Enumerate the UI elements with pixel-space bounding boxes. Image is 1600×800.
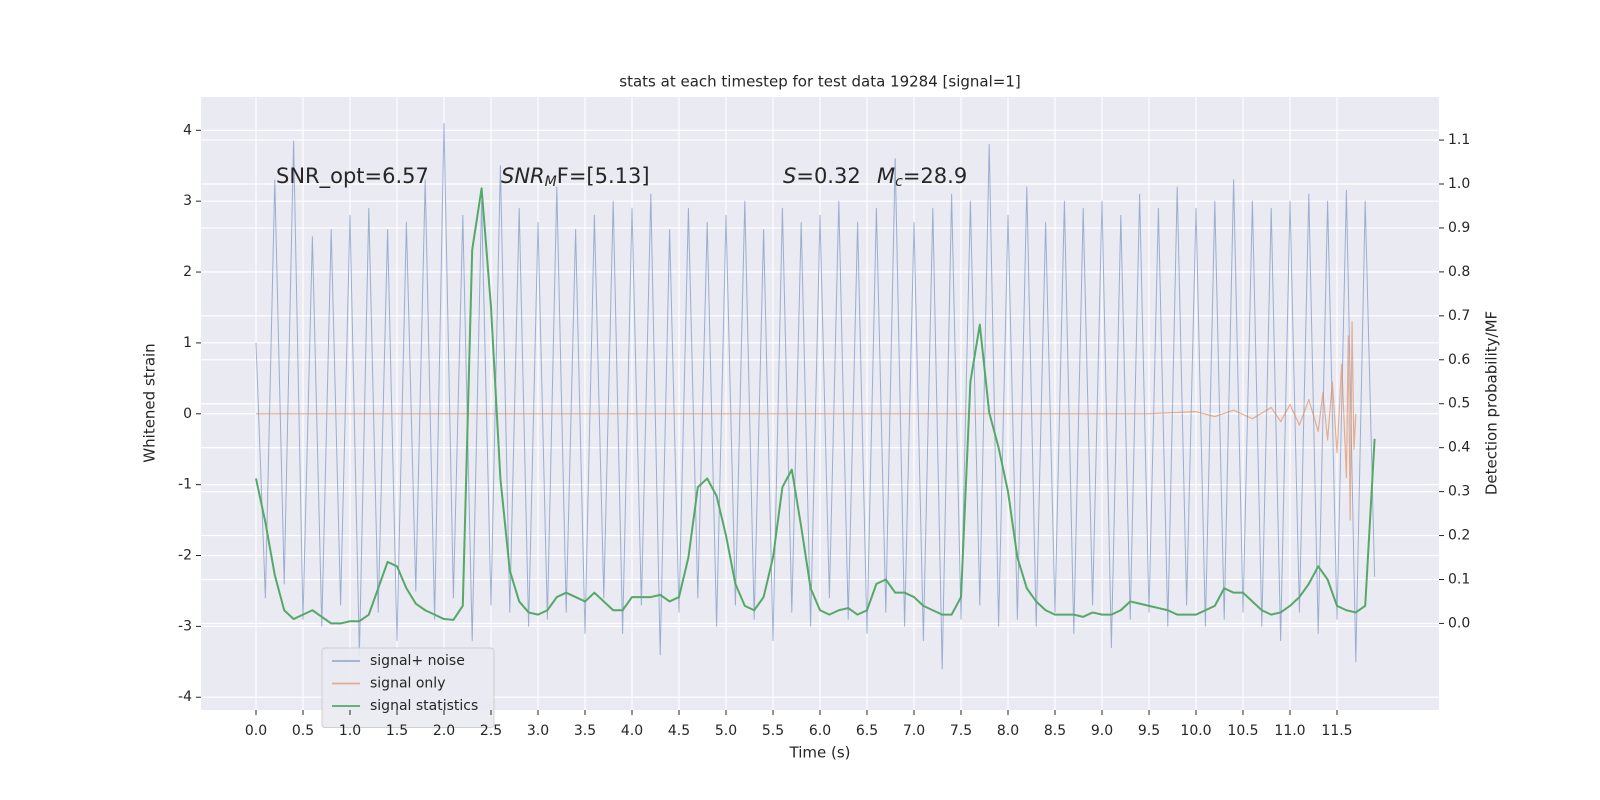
annotation-text: F=[5.13] [557,164,650,188]
annotation: Mc=28.9 [877,164,967,190]
x-tick-label: 10.5 [1227,723,1258,739]
x-tick-label: 2.0 [433,723,455,739]
y2-tick-label: 0.1 [1448,571,1470,587]
legend-label: signal+ noise [370,653,465,669]
x-tick-label: 9.0 [1091,723,1113,739]
x-tick-label: 11.5 [1321,723,1352,739]
y2-axis-label: Detection probability/MF [1483,311,1501,495]
annotation-text: =0.32 [796,164,860,188]
x-tick-label: 8.5 [1044,723,1066,739]
y2-tick-label: 0.2 [1448,528,1470,544]
series-line [255,122,1376,670]
x-tick-label: 7.5 [950,723,972,739]
y2-tick-label: 0.8 [1448,264,1470,280]
x-tick-label: 4.5 [668,723,690,739]
x-tick-label: 6.0 [809,723,831,739]
x-tick-label: 0.0 [245,723,267,739]
y-axis-label: Whitened strain [141,343,159,462]
x-tick-label: 3.5 [574,723,596,739]
annotation: S=0.32 [783,164,861,188]
series-line [255,321,1357,521]
annotation-text: M [877,164,895,188]
y-tick-label: -1 [178,477,192,493]
x-tick-label: 2.5 [480,723,502,739]
annotation-text: c [895,174,903,190]
annotation-text: M [545,174,557,190]
x-tick-label: 10.0 [1180,723,1211,739]
y-tick-label: -4 [178,689,192,705]
legend-box [321,647,495,728]
y2-tick-label: 1.0 [1448,176,1470,192]
x-tick-label: 1.0 [339,723,361,739]
y-tick-label: 3 [183,193,192,209]
x-tick-label: 3.0 [527,723,549,739]
x-tick-label: 5.5 [762,723,784,739]
y2-tick-label: 0.4 [1448,440,1470,456]
lines [255,122,1376,670]
y2-tick-label: 0.3 [1448,484,1470,500]
annotation-text: =28.9 [903,164,967,188]
y2-tick-label: 1.1 [1448,132,1470,148]
y2-tick-label: 0.7 [1448,308,1470,324]
chart-title: stats at each timestep for test data 192… [619,73,1020,91]
y2-tick-label: 0.6 [1448,352,1470,368]
annotation-text: SNR [501,164,545,188]
y-tick-label: -3 [178,618,192,634]
y2-tick-label: 0.5 [1448,396,1470,412]
x-tick-label: 6.5 [856,723,878,739]
x-tick-label: 5.0 [715,723,737,739]
x-axis-label: Time (s) [789,744,851,762]
y-tick-label: 0 [183,406,192,422]
x-tick-label: 4.0 [621,723,643,739]
annotation-text: SNR_opt=6.57 [276,164,429,189]
y2-tick-label: 0.0 [1448,615,1470,631]
annotation-text: S [783,164,796,188]
x-tick-label: 7.0 [903,723,925,739]
y-tick-label: -2 [178,548,192,564]
annotation: SNRMF=[5.13] [501,164,650,190]
annotation: SNR_opt=6.57 [276,164,429,189]
x-tick-label: 11.0 [1274,723,1305,739]
y-tick-label: 1 [183,335,192,351]
x-tick-label: 9.5 [1138,723,1160,739]
legend: signal+ noise signal only signal statistic… [321,647,495,728]
x-tick-label: 0.5 [292,723,314,739]
series-line [255,187,1376,625]
y-tick-label: 2 [183,264,192,280]
x-tick-label: 8.0 [997,723,1019,739]
legend-label: signal only [370,676,445,692]
y-tick-label: 4 [183,122,192,138]
legend-label: signal statistics [370,698,478,714]
x-tick-label: 1.5 [386,723,408,739]
y2-tick-label: 0.9 [1448,220,1470,236]
